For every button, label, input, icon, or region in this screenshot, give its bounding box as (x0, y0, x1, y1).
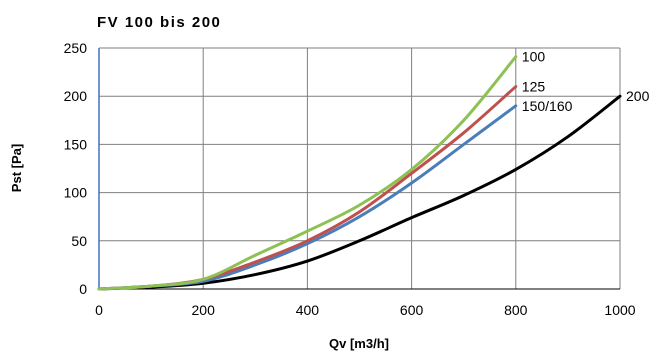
y-tick-label: 200 (64, 88, 88, 104)
x-tick-label: 200 (192, 302, 216, 318)
y-axis-title: Pst [Pa] (9, 144, 24, 192)
chart-title: FV 100 bis 200 (97, 14, 221, 31)
x-tick-label: 1000 (604, 302, 635, 318)
series-line-100 (97, 55, 518, 291)
x-tick-label: 400 (296, 302, 320, 318)
y-tick-labels: 0 50 100 150 200 250 (64, 40, 88, 297)
series-labels: 100 125 150/160 200 (522, 49, 650, 114)
y-tick-label: 250 (64, 40, 88, 56)
axes (98, 48, 620, 290)
gridlines (99, 47, 621, 289)
data-series (97, 55, 622, 291)
y-tick-label: 50 (71, 233, 87, 249)
series-label: 200 (626, 88, 650, 104)
series-label: 150/160 (522, 98, 573, 114)
x-axis-title: Qv [m3/h] (329, 336, 389, 351)
x-tick-label: 800 (504, 302, 528, 318)
series-label: 100 (522, 49, 546, 65)
x-tick-labels: 0 200 400 600 800 1000 (95, 302, 636, 318)
x-tick-label: 600 (400, 302, 424, 318)
y-tick-label: 150 (64, 136, 88, 152)
y-tick-label: 0 (79, 281, 87, 297)
x-tick-label: 0 (95, 302, 103, 318)
y-tick-label: 100 (64, 185, 88, 201)
series-label: 125 (522, 79, 546, 95)
